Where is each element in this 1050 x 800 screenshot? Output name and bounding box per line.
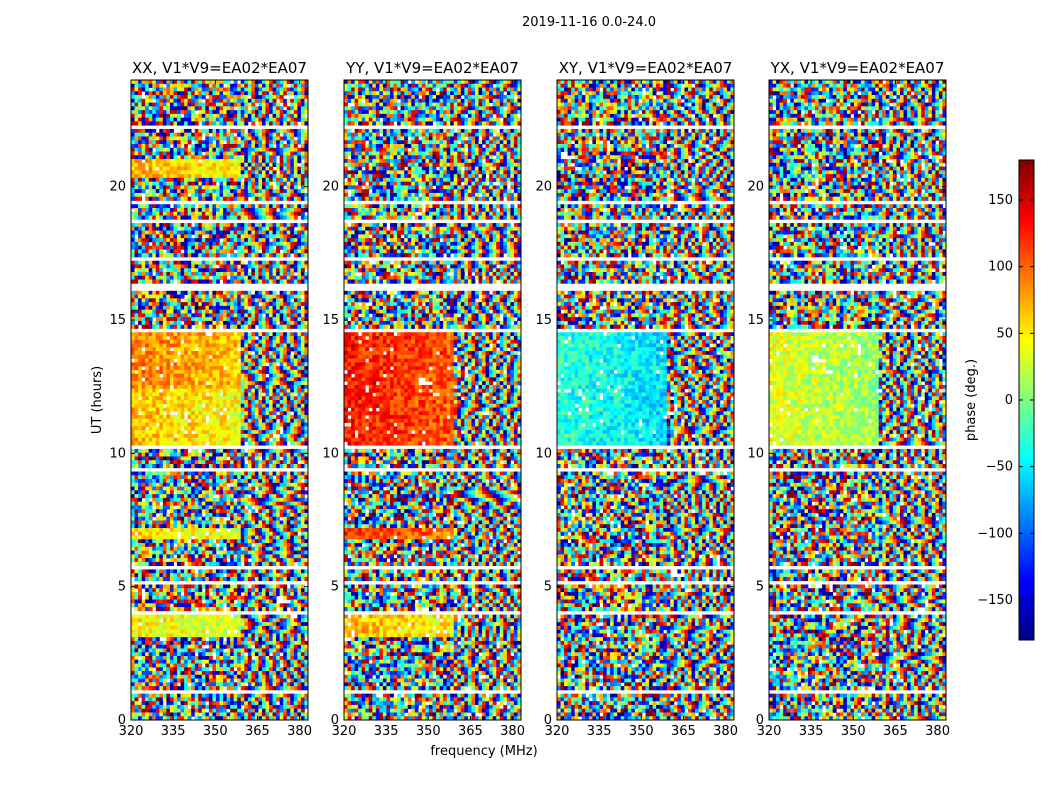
x-tick-label: 365 bbox=[245, 724, 270, 739]
x-tick-label: 365 bbox=[458, 724, 483, 739]
y-tick-label: 5 bbox=[331, 580, 339, 595]
phase-heatmap bbox=[131, 80, 309, 721]
panel-frame bbox=[130, 79, 309, 721]
x-tick-label: 380 bbox=[925, 724, 950, 739]
phase-heatmap bbox=[769, 80, 947, 721]
panel-1: YY, V1*V9=EA02*EA07 320 335 350 365 380 0 5 10 15… bbox=[322, 59, 525, 739]
y-tick-label: 10 bbox=[322, 446, 339, 461]
y-tick-label: 20 bbox=[747, 180, 764, 195]
phase-heatmap bbox=[344, 80, 522, 721]
y-axis-label: UT (hours) bbox=[90, 366, 105, 434]
x-tick-label: 350 bbox=[416, 724, 441, 739]
y-tick-label: 5 bbox=[544, 580, 552, 595]
phase-heatmap bbox=[557, 80, 735, 721]
y-tick-label: 20 bbox=[322, 180, 339, 195]
x-tick-label: 320 bbox=[119, 724, 144, 739]
colorbar-tick-label: −100 bbox=[977, 526, 1013, 541]
colorbar-tick-label: 150 bbox=[988, 193, 1013, 208]
y-tick-label: 5 bbox=[118, 580, 126, 595]
x-tick-label: 380 bbox=[500, 724, 525, 739]
colorbar-tick-label: 50 bbox=[996, 326, 1013, 341]
colorbar-label: phase (deg.) bbox=[964, 359, 979, 441]
panels: XX, V1*V9=EA02*EA07 320 335 350 365 380 0 5 10 15… bbox=[109, 59, 950, 739]
y-tick-label: 20 bbox=[109, 180, 126, 195]
x-tick-label: 320 bbox=[757, 724, 782, 739]
panel-2: XY, V1*V9=EA02*EA07 320 335 350 365 380 0 5 10 15… bbox=[535, 59, 738, 739]
y-tick-label: 10 bbox=[109, 446, 126, 461]
y-tick-label: 0 bbox=[331, 713, 339, 728]
x-tick-label: 335 bbox=[161, 724, 186, 739]
panel-title: YY, V1*V9=EA02*EA07 bbox=[345, 59, 519, 77]
panel-title: XX, V1*V9=EA02*EA07 bbox=[132, 59, 307, 77]
y-tick-label: 15 bbox=[747, 313, 764, 328]
y-tick-label: 20 bbox=[535, 180, 552, 195]
panel-frame bbox=[343, 79, 522, 721]
figure-title: 2019-11-16 0.0-24.0 bbox=[522, 15, 656, 30]
colorbar-tick-label: −50 bbox=[986, 460, 1013, 475]
y-tick-label: 15 bbox=[109, 313, 126, 328]
x-tick-label: 335 bbox=[374, 724, 399, 739]
x-tick-label: 365 bbox=[671, 724, 696, 739]
x-tick-label: 365 bbox=[883, 724, 908, 739]
panel-3: YX, V1*V9=EA02*EA07 320 335 350 365 380 0 5 10 15… bbox=[747, 59, 950, 739]
x-tick-label: 320 bbox=[545, 724, 570, 739]
x-tick-label: 335 bbox=[799, 724, 824, 739]
panel-frame bbox=[768, 79, 947, 721]
colorbar-tick-label: −150 bbox=[977, 593, 1013, 608]
x-tick-label: 350 bbox=[841, 724, 866, 739]
x-tick-label: 350 bbox=[629, 724, 654, 739]
y-tick-label: 10 bbox=[747, 446, 764, 461]
colorbar: 150 100 50 0 −50 −100 −150 phase (deg.) bbox=[964, 159, 1035, 641]
colorbar-tick-label: 0 bbox=[1005, 393, 1013, 408]
x-axis-label: frequency (MHz) bbox=[430, 744, 537, 759]
x-tick-label: 380 bbox=[287, 724, 312, 739]
y-tick-label: 15 bbox=[322, 313, 339, 328]
x-tick-label: 380 bbox=[713, 724, 738, 739]
y-tick-label: 10 bbox=[535, 446, 552, 461]
x-tick-label: 320 bbox=[332, 724, 357, 739]
y-tick-label: 0 bbox=[118, 713, 126, 728]
panel-0: XX, V1*V9=EA02*EA07 320 335 350 365 380 0 5 10 15… bbox=[109, 59, 312, 739]
y-tick-label: 15 bbox=[535, 313, 552, 328]
x-tick-label: 335 bbox=[587, 724, 612, 739]
y-tick-label: 5 bbox=[756, 580, 764, 595]
panel-frame bbox=[556, 79, 735, 721]
panel-title: YX, V1*V9=EA02*EA07 bbox=[770, 59, 945, 77]
colorbar-ticks: 150 100 50 0 −50 −100 −150 bbox=[977, 193, 1034, 608]
y-tick-label: 0 bbox=[544, 713, 552, 728]
x-tick-label: 350 bbox=[203, 724, 228, 739]
y-tick-label: 0 bbox=[756, 713, 764, 728]
colorbar-tick-label: 100 bbox=[988, 260, 1013, 275]
panel-title: XY, V1*V9=EA02*EA07 bbox=[559, 59, 733, 77]
